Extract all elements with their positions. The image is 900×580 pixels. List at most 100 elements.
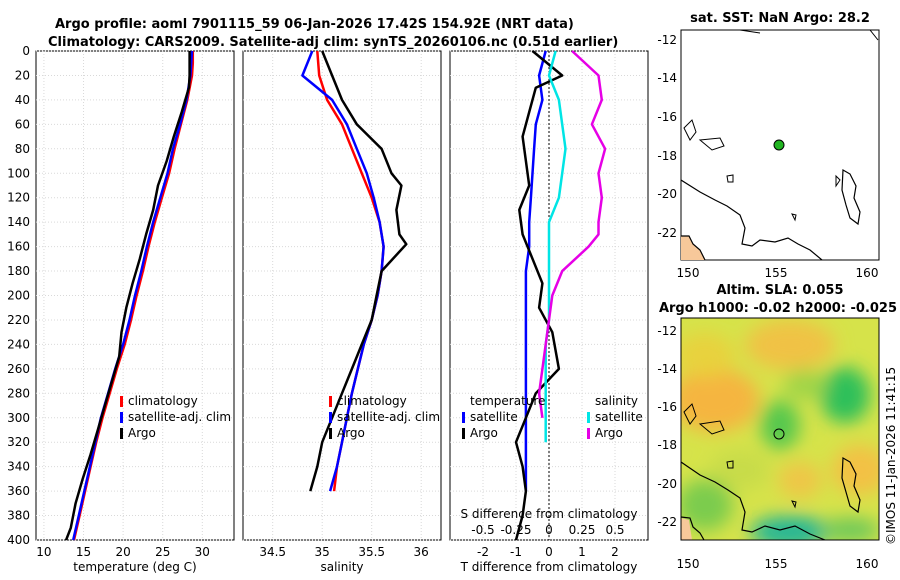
lon-tick: 160 xyxy=(856,557,879,571)
series-line-satellite-adj-clim xyxy=(71,50,194,541)
legend-t-satellite-swatch xyxy=(462,412,465,423)
salinity-tick-labels: 34.5 35 35.5 36 xyxy=(259,545,429,559)
depth-tick-label: 380 xyxy=(7,509,30,523)
legend-temperature-header: temperature xyxy=(470,394,545,408)
difference-profiles xyxy=(514,50,607,541)
x-tick-label: 2 xyxy=(611,545,619,559)
depth-tick-label: 260 xyxy=(7,362,30,376)
series-line-argo xyxy=(64,51,191,541)
salinity-panel: 34.5 35 35.5 36 salinity climatology satell… xyxy=(242,50,442,574)
difference-panel: -2 -1 0 1 2 T difference from climatology S … xyxy=(449,50,649,574)
x-tick-label: 20 xyxy=(115,545,130,559)
argo-location-marker xyxy=(773,139,785,151)
sla-map-title-2: Argo h1000: -0.02 h2000: -0.025 xyxy=(659,301,897,316)
sst-map-title: sat. SST: NaN Argo: 28.2 xyxy=(690,11,870,26)
coastline xyxy=(681,516,705,540)
series-line-t-argo xyxy=(514,50,564,541)
salinity-profiles xyxy=(301,50,408,492)
salinity-grid xyxy=(243,50,441,541)
land-area xyxy=(681,236,705,260)
title-line-2: Climatology: CARS2009. Satellite-adj cli… xyxy=(48,35,618,50)
sst-map: sat. SST: NaN Argo: 28.2 -12 -14 -16 -18… xyxy=(657,11,880,280)
lat-tick: -18 xyxy=(657,438,677,452)
lon-tick: 155 xyxy=(765,557,788,571)
reef xyxy=(869,30,879,41)
temperature-panel: 0 20 40 60 80 100 120 140 160 180 200 220 240 260 280 3… xyxy=(7,44,235,574)
x-tick-label: 25 xyxy=(155,545,170,559)
depth-tick-label: 300 xyxy=(7,411,30,425)
legend-t-argo-swatch xyxy=(462,428,465,439)
salinity-legend: climatology satellite-adj. clim Argo xyxy=(329,394,440,440)
temperature-legend: climatology satellite-adj. clim Argo xyxy=(120,394,231,440)
depth-tick-label: 140 xyxy=(7,215,30,229)
s-difference-tick-labels: -0.5 -0.25 0 0.25 0.5 xyxy=(471,523,624,537)
depth-tick-label: 340 xyxy=(7,460,30,474)
legend-t-argo: Argo xyxy=(470,426,498,440)
legend-argo: Argo xyxy=(337,426,365,440)
legend-argo: Argo xyxy=(128,426,156,440)
depth-tick-label: 40 xyxy=(15,93,30,107)
depth-tick-label: 200 xyxy=(7,289,30,303)
lat-tick: -16 xyxy=(657,400,677,414)
x-tick-label: 15 xyxy=(76,545,91,559)
x-tick-label: -2 xyxy=(477,545,489,559)
legend-climatology-swatch xyxy=(329,396,332,407)
depth-tick-label: 400 xyxy=(7,533,30,547)
x-tick-label: 36 xyxy=(414,545,429,559)
difference-legend: temperature satellite Argo salinity sate… xyxy=(462,394,643,440)
depth-tick-label: 240 xyxy=(7,337,30,351)
legend-argo-swatch xyxy=(120,428,123,439)
depth-tick-label: 80 xyxy=(15,142,30,156)
legend-argo-swatch xyxy=(329,428,332,439)
legend-satellite-adj: satellite-adj. clim xyxy=(128,410,231,424)
lat-tick: -18 xyxy=(657,149,677,163)
s-tick: -0.5 xyxy=(471,523,494,537)
s-tick: -0.25 xyxy=(500,523,531,537)
x-tick-label: 1 xyxy=(578,545,586,559)
depth-tick-label: 360 xyxy=(7,484,30,498)
depth-tick-label: 20 xyxy=(15,69,30,83)
sla-map-frame xyxy=(680,317,880,541)
reef xyxy=(726,460,734,469)
lat-tick: -16 xyxy=(657,110,677,124)
lat-tick: -12 xyxy=(657,33,677,47)
coastline xyxy=(681,461,826,540)
t-difference-tick-labels: -2 -1 0 1 2 xyxy=(477,545,619,559)
lat-tick: -22 xyxy=(657,515,677,529)
depth-tick-label: 280 xyxy=(7,386,30,400)
s-tick: 0 xyxy=(545,523,553,537)
lon-tick: 150 xyxy=(677,557,700,571)
temperature-xlabel: temperature (deg C) xyxy=(73,560,196,574)
sla-field xyxy=(681,318,879,540)
x-tick-label: 34.5 xyxy=(259,545,286,559)
sla-map-title-1: Altim. SLA: 0.055 xyxy=(717,283,844,298)
temperature-tick-labels: 10 15 20 25 30 xyxy=(36,545,210,559)
temperature-profiles xyxy=(64,50,195,541)
x-tick-label: 30 xyxy=(195,545,210,559)
depth-tick-labels: 0 20 40 60 80 100 120 140 160 180 200 220 240 260 280 3… xyxy=(7,44,30,547)
lat-tick: -12 xyxy=(657,324,677,338)
reef xyxy=(698,420,725,435)
salinity-xlabel: salinity xyxy=(320,560,363,574)
legend-climatology: climatology xyxy=(337,394,407,408)
s-tick: 0.5 xyxy=(605,523,624,537)
reef xyxy=(791,500,797,509)
lat-tick: -14 xyxy=(657,362,677,376)
t-difference-xlabel: T difference from climatology xyxy=(460,560,638,574)
legend-satellite-swatch xyxy=(120,412,123,423)
sst-coastlines xyxy=(681,30,879,260)
legend-salinity-header: salinity xyxy=(595,394,638,408)
depth-tick-label: 320 xyxy=(7,435,30,449)
s-difference-label: S difference from climatology xyxy=(461,507,638,521)
reef xyxy=(726,174,734,183)
reef xyxy=(698,137,725,151)
legend-s-argo-swatch xyxy=(587,428,590,439)
x-tick-label: 10 xyxy=(36,545,51,559)
x-tick-label: 35.5 xyxy=(358,545,385,559)
sla-map-xticks: 150 155 160 xyxy=(677,557,879,571)
legend-climatology-swatch xyxy=(120,396,123,407)
depth-tick-label: 100 xyxy=(7,166,30,180)
lat-tick: -20 xyxy=(657,477,677,491)
land-area xyxy=(681,518,692,540)
